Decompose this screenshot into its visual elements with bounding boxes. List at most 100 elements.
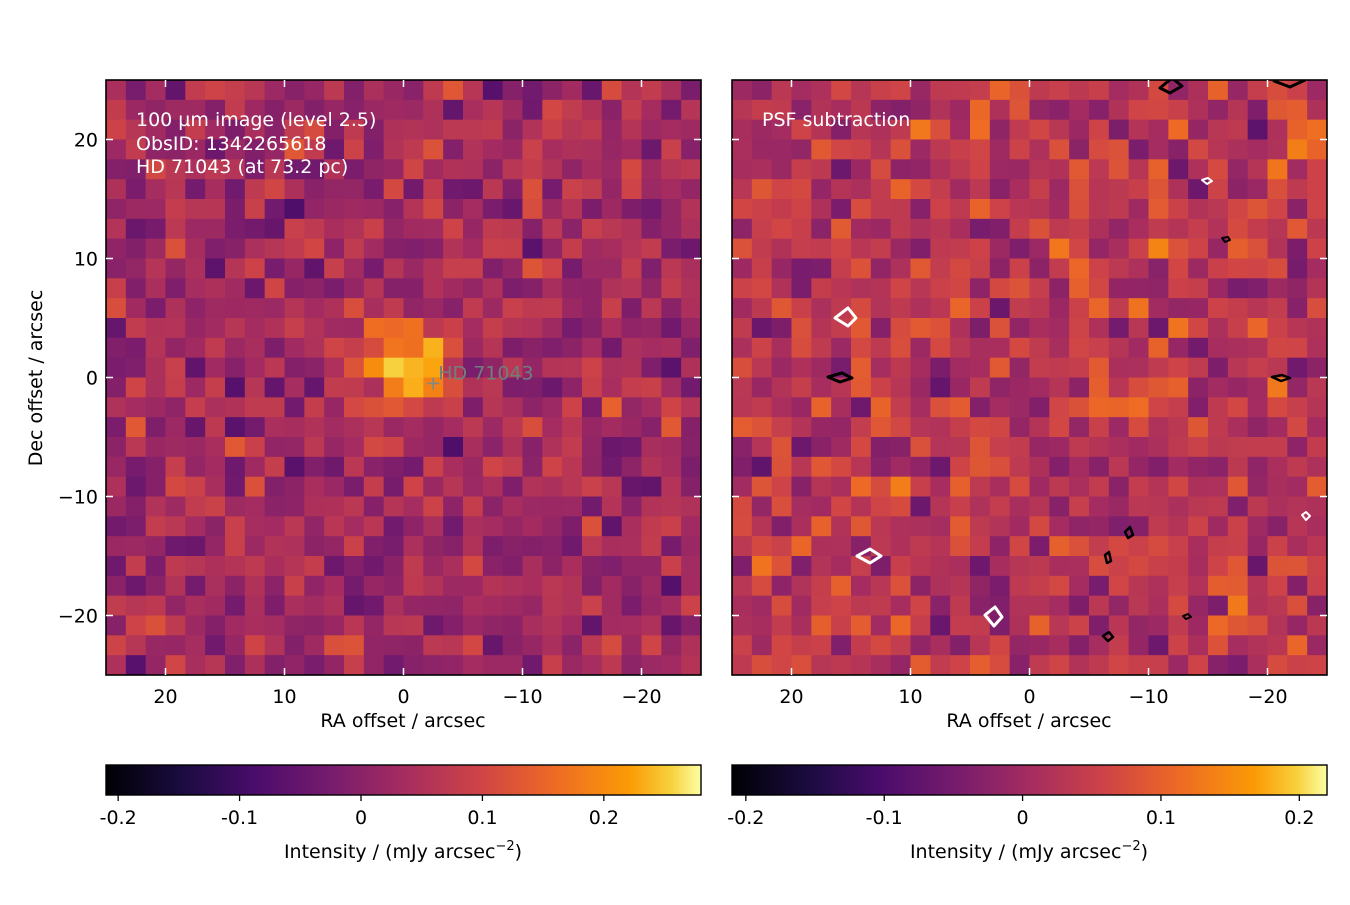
heatmap-cell — [502, 575, 524, 597]
heatmap-cell — [423, 615, 444, 636]
heatmap-cell — [791, 218, 812, 240]
heatmap-cell — [225, 575, 246, 597]
heatmap-cell — [1049, 80, 1070, 101]
heatmap-cell — [482, 476, 504, 498]
heatmap-cell — [641, 496, 662, 517]
heatmap-cell — [1128, 496, 1150, 517]
heatmap-cell — [1069, 417, 1090, 438]
heatmap-cell — [1009, 80, 1031, 101]
heatmap-cell — [205, 595, 226, 617]
heatmap-cell — [831, 476, 852, 498]
heatmap-cell — [621, 397, 643, 418]
heatmap-cell — [1168, 575, 1189, 597]
heatmap-cell — [851, 595, 872, 617]
heatmap-cell — [1208, 655, 1229, 675]
heatmap-cell — [930, 536, 951, 557]
heatmap-cell — [791, 298, 812, 319]
heatmap-cell — [165, 318, 186, 339]
heatmap-cell — [870, 615, 892, 636]
heatmap-cell — [205, 218, 226, 240]
heatmap-cell — [890, 318, 912, 339]
heatmap-cell — [831, 238, 852, 260]
heatmap-cell — [890, 397, 912, 418]
heatmap-cell — [1069, 218, 1090, 240]
heatmap-cell — [443, 298, 464, 319]
heatmap-cell — [1247, 556, 1269, 577]
heatmap-cell — [1108, 437, 1130, 458]
heatmap-cell — [125, 575, 147, 597]
heatmap-cell — [145, 595, 167, 617]
heatmap-cell — [1108, 655, 1130, 675]
heatmap-cell — [106, 635, 127, 656]
heatmap-cell — [225, 357, 246, 379]
heatmap-cell — [264, 218, 286, 240]
heatmap-cell — [324, 635, 345, 656]
heatmap-cell — [185, 278, 206, 299]
heatmap-cell — [423, 258, 444, 279]
heatmap-cell — [601, 397, 623, 418]
heatmap-cell — [641, 437, 662, 458]
heatmap-cell — [284, 437, 305, 458]
heatmap-cell — [771, 615, 793, 636]
heatmap-cell — [264, 516, 286, 537]
heatmap-cell — [970, 119, 991, 141]
heatmap-cell — [1009, 258, 1031, 279]
heatmap-cell — [1247, 357, 1269, 379]
heatmap-cell — [811, 99, 832, 121]
heatmap-cell — [145, 417, 167, 438]
heatmap-cell — [482, 139, 504, 160]
heatmap-cell — [185, 99, 206, 121]
heatmap-cell — [145, 298, 167, 319]
heatmap-cell — [1148, 159, 1169, 180]
heatmap-cell — [205, 417, 226, 438]
heatmap-cell — [225, 179, 246, 200]
heatmap-cell — [125, 99, 147, 121]
heatmap-cell — [522, 99, 543, 121]
heatmap-cell — [791, 556, 812, 577]
heatmap-cell — [851, 278, 872, 299]
heatmap-cell — [910, 496, 931, 517]
heatmap-cell — [125, 119, 147, 141]
heatmap-cell — [890, 238, 912, 260]
heatmap-cell — [1128, 139, 1150, 160]
heatmap-cell — [324, 258, 345, 279]
heatmap-cell — [989, 437, 1011, 458]
heatmap-cell — [681, 417, 701, 438]
heatmap-cell — [1227, 80, 1249, 101]
heatmap-cell — [910, 119, 931, 141]
heatmap-cell — [562, 357, 583, 379]
heatmap-cell — [363, 179, 385, 200]
heatmap-cell — [106, 496, 127, 517]
heatmap-cell — [751, 99, 773, 121]
heatmap-cell — [1307, 575, 1327, 597]
heatmap-cell — [1188, 179, 1209, 200]
heatmap-cell — [771, 218, 793, 240]
heatmap-cell — [910, 199, 931, 220]
heatmap-cell — [1227, 199, 1249, 220]
heatmap-cell — [1227, 159, 1249, 180]
heatmap-cell — [989, 556, 1011, 577]
heatmap-cell — [1108, 337, 1130, 359]
heatmap-cell — [621, 615, 643, 636]
heatmap-cell — [910, 476, 931, 498]
heatmap-cell — [1267, 119, 1288, 141]
heatmap-cell — [970, 278, 991, 299]
heatmap-cell — [811, 139, 832, 160]
heatmap-cell — [363, 476, 385, 498]
heatmap-cell — [1148, 437, 1169, 458]
left-colorbar: -0.2 -0.1 0 0.1 0.2 Intensity / (mJy arcsec−… — [100, 764, 702, 863]
heatmap-cell — [344, 536, 365, 557]
heatmap-cell — [106, 80, 127, 101]
heatmap-cell — [344, 575, 365, 597]
heatmap-cell — [641, 536, 662, 557]
heatmap-cell — [1227, 536, 1249, 557]
heatmap-cell — [542, 516, 563, 537]
x-tick-label: 0 — [1023, 686, 1035, 708]
heatmap-cell — [1307, 159, 1327, 180]
heatmap-cell — [661, 199, 682, 220]
heatmap-cell — [970, 238, 991, 260]
contour — [1123, 525, 1135, 540]
heatmap-cell — [1089, 99, 1110, 121]
heatmap-cell — [661, 556, 682, 577]
heatmap-cell — [205, 556, 226, 577]
